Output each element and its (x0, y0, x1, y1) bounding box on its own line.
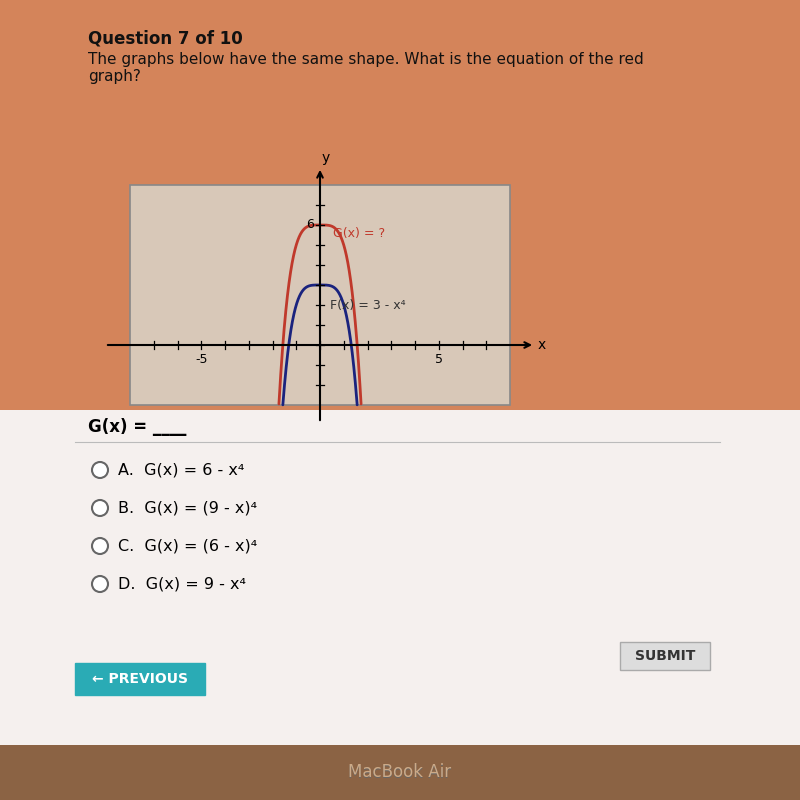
Circle shape (92, 538, 108, 554)
Circle shape (92, 500, 108, 516)
Text: MacBook Air: MacBook Air (349, 764, 451, 782)
Text: B.  G(x) = (9 - x)⁴: B. G(x) = (9 - x)⁴ (118, 501, 257, 515)
Text: G(x) = ____: G(x) = ____ (88, 418, 186, 436)
Text: ← PREVIOUS: ← PREVIOUS (92, 672, 188, 686)
Text: D.  G(x) = 9 - x⁴: D. G(x) = 9 - x⁴ (118, 577, 246, 591)
Text: SUBMIT: SUBMIT (635, 649, 695, 663)
Text: x: x (538, 338, 546, 352)
Text: Question 7 of 10: Question 7 of 10 (88, 30, 242, 48)
Text: G(x) = ?: G(x) = ? (333, 226, 385, 239)
Bar (130, 185, 510, 405)
Text: The graphs below have the same shape. What is the equation of the red
graph?: The graphs below have the same shape. Wh… (88, 52, 644, 84)
Text: y: y (322, 151, 330, 165)
Circle shape (92, 576, 108, 592)
Bar (0, 745, 800, 800)
Text: F(x) = 3 - x⁴: F(x) = 3 - x⁴ (330, 298, 405, 311)
Text: 5: 5 (434, 353, 442, 366)
Text: MacBook Air: MacBook Air (349, 763, 451, 781)
Text: C.  G(x) = (6 - x)⁴: C. G(x) = (6 - x)⁴ (118, 538, 258, 554)
Circle shape (92, 462, 108, 478)
Text: -5: -5 (195, 353, 207, 366)
Bar (75, 663, 205, 695)
Text: A.  G(x) = 6 - x⁴: A. G(x) = 6 - x⁴ (118, 462, 244, 478)
Bar (620, 642, 710, 670)
Bar (0, 410, 800, 800)
Text: 6: 6 (306, 218, 314, 231)
